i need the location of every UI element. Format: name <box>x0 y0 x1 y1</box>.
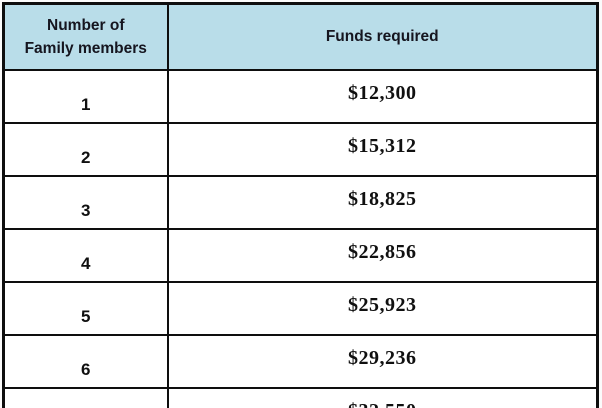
members-cell: 4 <box>2 228 169 283</box>
table-row: 3 $18,825 <box>2 175 599 230</box>
funds-cell: $25,923 <box>166 281 599 336</box>
members-cell: 7 or More <box>2 387 169 408</box>
table-row: 2 $15,312 <box>2 122 599 177</box>
members-cell: 5 <box>2 281 169 336</box>
table-row: 4 $22,856 <box>2 228 599 283</box>
funds-cell: $29,236 <box>166 334 599 389</box>
table-row: 1 $12,300 <box>2 69 599 124</box>
members-cell: 6 <box>2 334 169 389</box>
header-funds-required: Funds required <box>166 2 599 71</box>
members-cell: 2 <box>2 122 169 177</box>
funds-cell: $12,300 <box>166 69 599 124</box>
funds-cell: $22,856 <box>166 228 599 283</box>
funds-cell: $15,312 <box>166 122 599 177</box>
table-row: 5 $25,923 <box>2 281 599 336</box>
members-cell: 3 <box>2 175 169 230</box>
table-body: 1 $12,300 2 $15,312 3 $18,825 4 $22,856 … <box>2 69 599 408</box>
table-row: 6 $29,236 <box>2 334 599 389</box>
table-row: 7 or More $32,550 <box>2 387 599 408</box>
header-number-of-family-members: Number of Family members <box>2 2 169 71</box>
funds-cell: $32,550 <box>166 387 599 408</box>
table-header: Number of Family members Funds required <box>2 2 599 71</box>
members-cell: 1 <box>2 69 169 124</box>
funds-cell: $18,825 <box>166 175 599 230</box>
header-row: Number of Family members Funds required <box>2 2 599 71</box>
